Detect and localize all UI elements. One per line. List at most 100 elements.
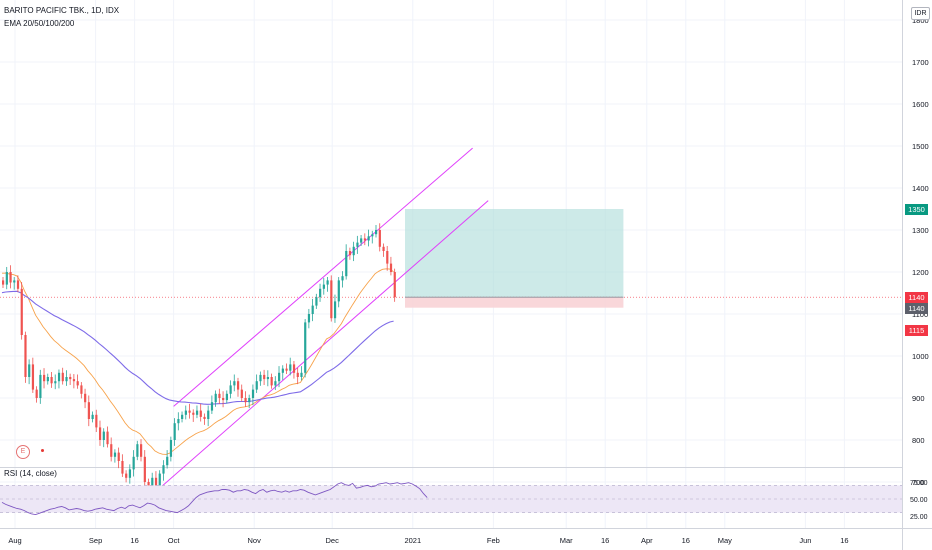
rsi-legend[interactable]: RSI (14, close) xyxy=(4,469,57,478)
candle xyxy=(117,452,120,461)
time-tick-label: Aug xyxy=(8,536,21,545)
rsi-pane: 75.00 50.00 25.00 xyxy=(0,480,928,521)
time-tick-label: Feb xyxy=(487,536,500,545)
candle xyxy=(113,452,117,457)
candle xyxy=(95,414,98,428)
candle xyxy=(136,444,139,457)
time-tick-label: Dec xyxy=(326,536,340,545)
ema-20-line xyxy=(1,268,394,455)
candle xyxy=(28,364,31,377)
ema-legend[interactable]: EMA 20/50/100/200 xyxy=(4,19,75,28)
candle xyxy=(16,280,20,289)
price-tick-label: 1700 xyxy=(912,58,929,67)
time-tick-label: 16 xyxy=(840,536,848,545)
ema-lines xyxy=(1,268,394,455)
candle xyxy=(61,372,64,382)
candle xyxy=(289,364,292,371)
candle xyxy=(91,414,94,419)
candle xyxy=(386,251,389,264)
trend-channel xyxy=(147,147,489,500)
price-label: 1140 xyxy=(905,303,928,315)
candle xyxy=(393,272,396,298)
candle xyxy=(218,393,221,398)
earnings-icon[interactable]: E xyxy=(16,445,30,459)
price-label: 1115 xyxy=(905,324,928,336)
candle xyxy=(315,297,318,306)
price-tick-label: 1200 xyxy=(912,268,929,277)
candle xyxy=(307,314,311,323)
candle xyxy=(378,230,381,247)
candle xyxy=(240,389,243,398)
candle xyxy=(222,398,225,401)
time-tick-label: Jun xyxy=(799,536,811,545)
candle xyxy=(13,280,16,283)
price-tick-label: 1600 xyxy=(912,100,929,109)
candle xyxy=(140,444,143,457)
candle xyxy=(367,236,370,241)
candle xyxy=(203,416,206,419)
candle xyxy=(236,381,240,390)
candle xyxy=(326,280,329,285)
candle xyxy=(80,385,83,394)
candle xyxy=(2,280,5,285)
time-tick-label: Sep xyxy=(89,536,102,545)
candle xyxy=(31,364,35,390)
rsi-tick-label: 25.00 xyxy=(910,514,928,521)
time-axis: Aug Sep 16 Oct Nov Dec 2021 Feb Mar 16 Apr 16 May Jun… xyxy=(8,536,848,545)
candle xyxy=(278,372,281,382)
candle xyxy=(46,377,49,382)
time-tick-label: May xyxy=(718,536,732,545)
candle xyxy=(177,419,180,424)
candle xyxy=(39,374,42,398)
dividend-dot-icon xyxy=(41,449,44,452)
price-tick-label: 700 xyxy=(912,478,925,487)
candle xyxy=(330,280,333,319)
candle xyxy=(337,280,340,302)
candle xyxy=(292,364,296,373)
candle xyxy=(229,385,232,394)
candle xyxy=(110,444,113,457)
rsi-tick-label: 75.00 xyxy=(910,480,928,487)
candle xyxy=(270,377,273,386)
price-tick-label: 1500 xyxy=(912,142,929,151)
candle xyxy=(274,381,277,386)
candle xyxy=(162,465,165,474)
candle xyxy=(319,288,322,298)
candle xyxy=(166,456,169,466)
candle xyxy=(363,238,367,241)
candle xyxy=(158,473,161,491)
candle xyxy=(360,238,363,243)
time-tick-label: 2021 xyxy=(404,536,421,545)
candle xyxy=(35,389,38,398)
candle xyxy=(24,335,27,377)
candle xyxy=(225,393,228,401)
time-tick-label: 16 xyxy=(130,536,138,545)
candle xyxy=(181,414,184,419)
candle xyxy=(87,402,90,419)
candle xyxy=(285,368,288,371)
rsi-tick-label: 50.00 xyxy=(910,497,928,504)
price-label: 1350 xyxy=(905,204,928,215)
position-zones xyxy=(0,209,902,308)
candle xyxy=(128,469,132,478)
time-tick-label: 16 xyxy=(682,536,690,545)
candle xyxy=(84,393,87,403)
candle xyxy=(43,374,46,382)
candle xyxy=(304,322,307,373)
currency-button[interactable]: IDR xyxy=(911,7,930,20)
candle xyxy=(20,288,23,335)
candle xyxy=(106,431,109,445)
candle xyxy=(195,410,199,415)
candle xyxy=(210,402,214,411)
candle xyxy=(389,263,393,272)
candle xyxy=(184,410,187,415)
time-tick-label: 16 xyxy=(601,536,609,545)
candle xyxy=(356,242,359,247)
symbol-legend[interactable]: BARITO PACIFIC TBK., 1D, IDX xyxy=(4,6,120,15)
candle xyxy=(132,456,135,470)
candle xyxy=(214,393,217,403)
candle xyxy=(251,389,255,398)
candle xyxy=(341,276,344,281)
